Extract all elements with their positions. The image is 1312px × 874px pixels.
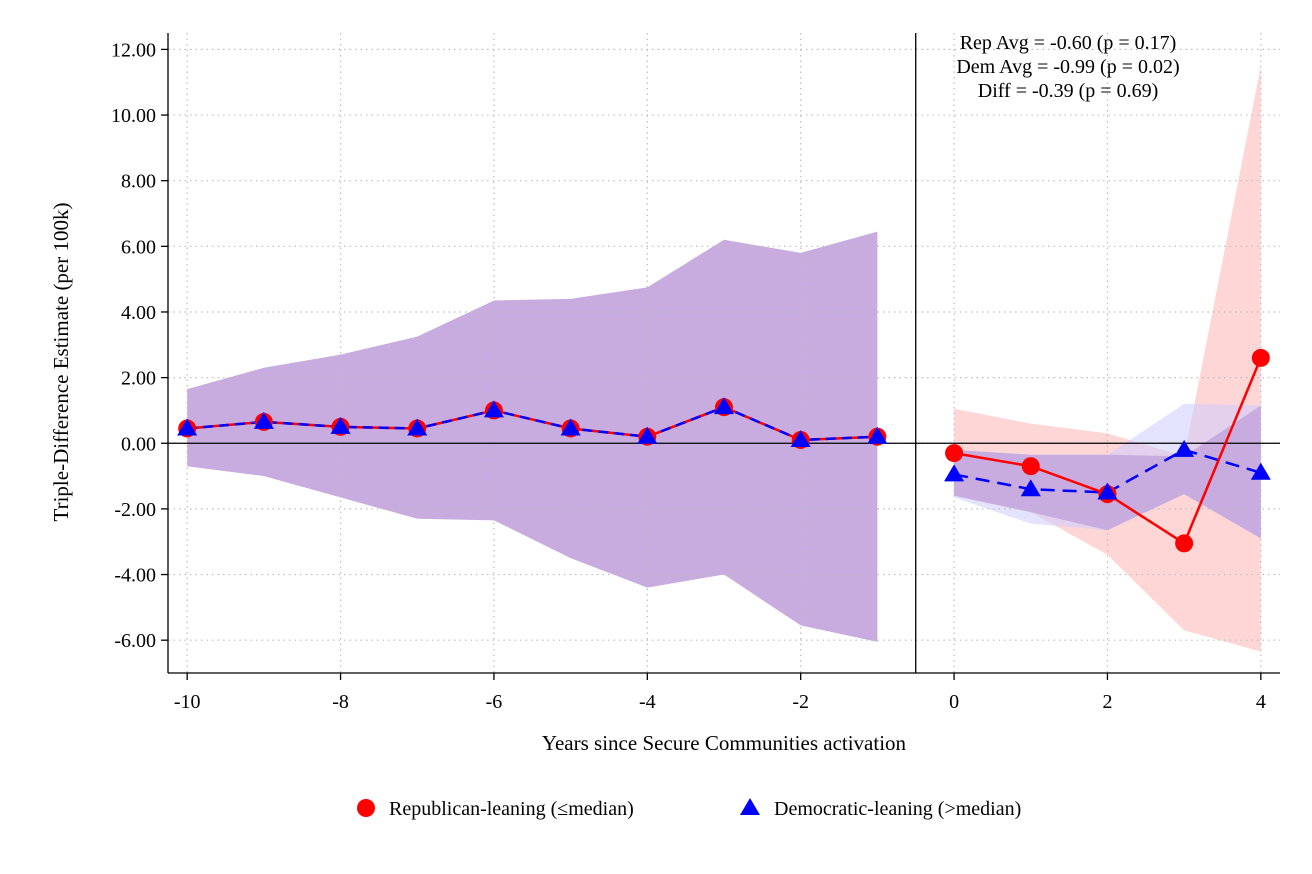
y-tick-label-3: 6.00 xyxy=(121,236,156,258)
democratic-point-pre-6 xyxy=(637,426,658,444)
x-tick-label-0: -10 xyxy=(174,691,201,713)
annotation-diff: Diff = -0.39 (p = 0.69) xyxy=(978,80,1159,102)
democratic-point-pre-0 xyxy=(177,418,198,436)
y-tick-labels: 12.00 10.00 8.00 6.00 4.00 2.00 0.00 -2.00 -4.00… xyxy=(111,39,156,652)
republican-point-post-0 xyxy=(945,444,964,463)
y-axis-title: Triple-Difference Estimate (per 100k) xyxy=(49,203,73,522)
post-ci-overlap-band xyxy=(954,405,1261,539)
republican-point-post-1 xyxy=(1021,457,1040,476)
x-tick-label-4: -2 xyxy=(792,691,809,713)
democratic-point-pre-7 xyxy=(714,397,734,415)
legend: Republican-leaning (≤median) Democratic-… xyxy=(357,798,1021,820)
axes xyxy=(161,33,1280,680)
democratic-point-pre-2 xyxy=(330,416,351,434)
democratic-pre-line xyxy=(187,405,878,442)
annotation-box: Rep Avg = -0.60 (p = 0.17) Dem Avg = -0.… xyxy=(956,32,1179,102)
democratic-point-post-1 xyxy=(1020,479,1041,497)
y-tick-label-9: -6.00 xyxy=(114,630,156,652)
pre-period-ci-band xyxy=(187,231,878,642)
democratic-point-post-2 xyxy=(1097,482,1118,500)
democratic-point-pre-5 xyxy=(560,418,581,436)
republican-point-post-3 xyxy=(1175,534,1194,553)
annotation-dem-avg: Dem Avg = -0.99 (p = 0.02) xyxy=(956,56,1179,78)
x-tick-label-3: -4 xyxy=(639,691,656,713)
democratic-point-post-4 xyxy=(1250,462,1271,480)
x-tick-label-2: -6 xyxy=(486,691,503,713)
x-tick-label-7: 4 xyxy=(1256,691,1266,713)
y-tick-label-0: 12.00 xyxy=(111,39,156,61)
democratic-point-post-0 xyxy=(944,464,965,482)
x-tick-label-5: 0 xyxy=(949,691,959,713)
legend-marker-republican xyxy=(357,799,375,817)
legend-marker-democratic xyxy=(740,798,760,815)
x-tick-label-1: -8 xyxy=(332,691,349,713)
y-tick-label-5: 2.00 xyxy=(121,368,156,390)
republican-point-post-4 xyxy=(1251,348,1270,367)
y-tick-label-1: 10.00 xyxy=(111,105,156,127)
democratic-point-post-3 xyxy=(1174,439,1195,457)
reference-lines xyxy=(168,33,1280,673)
legend-label-democratic: Democratic-leaning (>median) xyxy=(774,798,1021,820)
democratic-point-pre-1 xyxy=(253,411,274,429)
x-axis-title: Years since Secure Communities activatio… xyxy=(542,731,907,755)
series-markers xyxy=(177,348,1271,553)
confidence-bands xyxy=(187,65,1261,652)
democratic-point-pre-4 xyxy=(483,400,504,418)
x-tick-labels: -10 -8 -6 -4 -2 0 2 4 xyxy=(174,691,1266,713)
legend-label-republican: Republican-leaning (≤median) xyxy=(389,798,634,820)
x-tick-label-6: 2 xyxy=(1102,691,1112,713)
annotation-rep-avg: Rep Avg = -0.60 (p = 0.17) xyxy=(960,32,1177,54)
y-tick-label-6: 0.00 xyxy=(121,433,156,455)
democratic-point-pre-3 xyxy=(407,418,428,436)
democratic-point-pre-9 xyxy=(867,426,888,444)
democratic-point-pre-8 xyxy=(790,429,811,447)
y-tick-label-4: 4.00 xyxy=(121,302,156,324)
y-tick-label-8: -4.00 xyxy=(114,565,156,587)
y-tick-label-2: 8.00 xyxy=(121,171,156,193)
y-tick-label-7: -2.00 xyxy=(114,499,156,521)
